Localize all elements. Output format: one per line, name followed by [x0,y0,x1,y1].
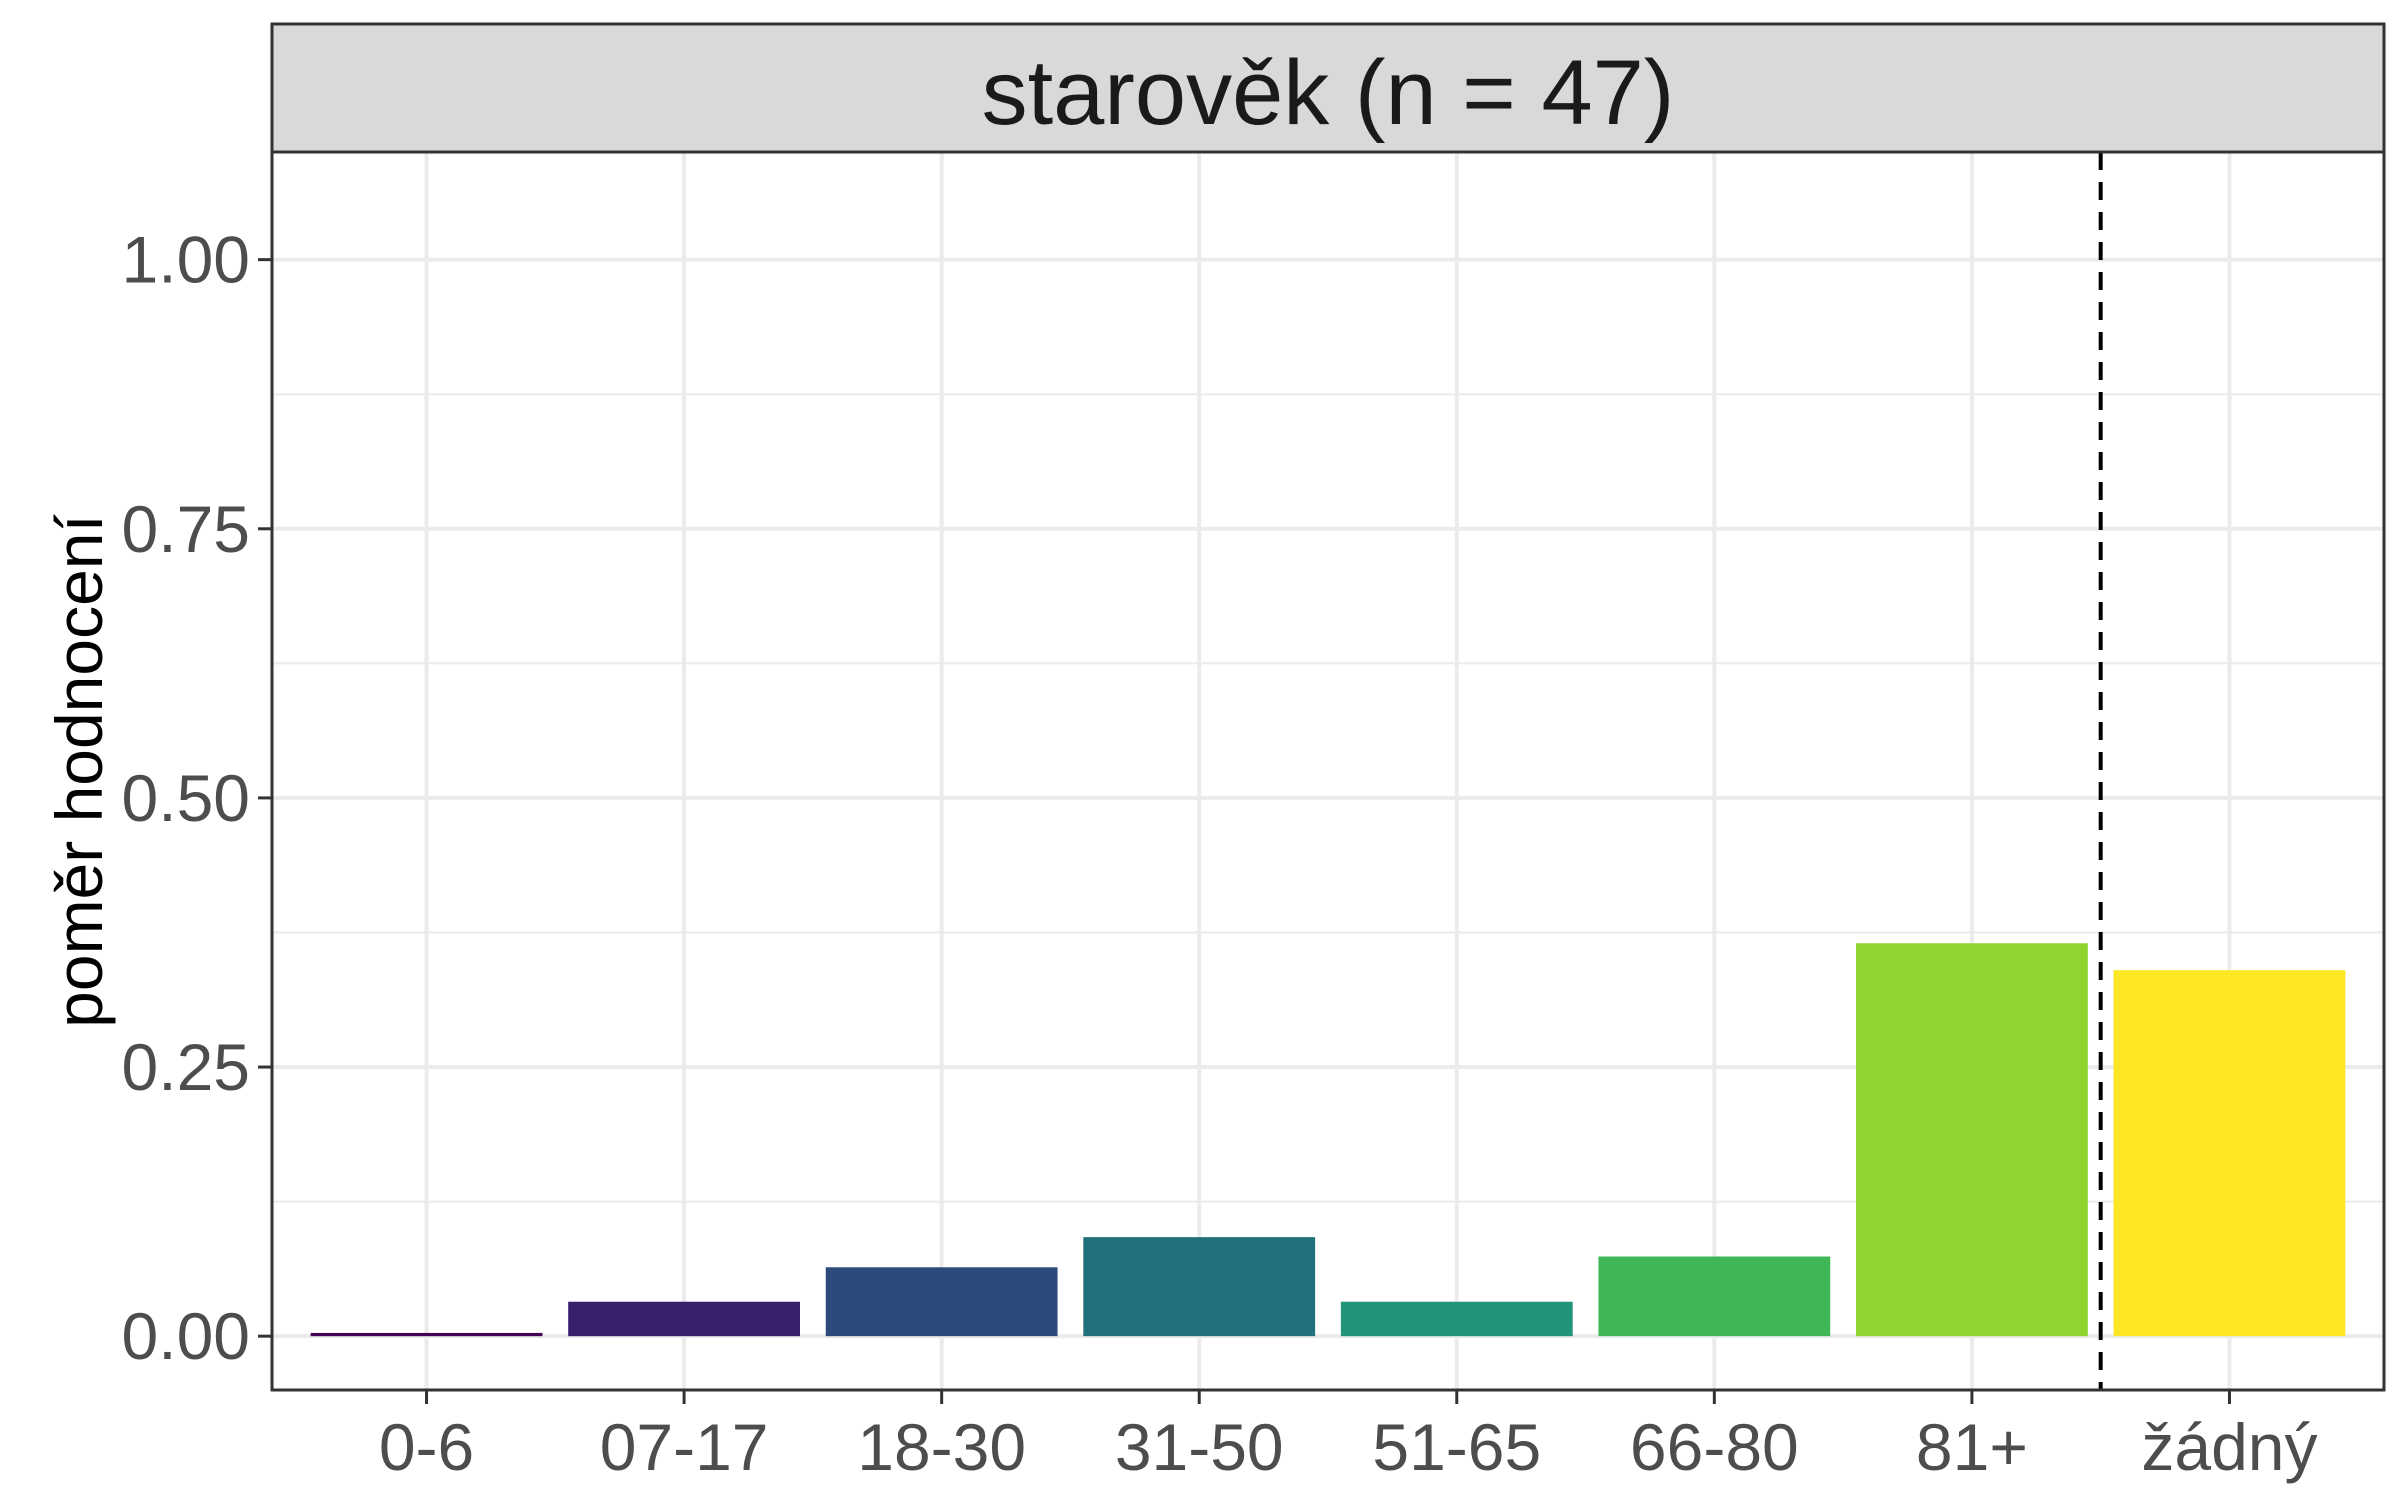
bar-66-80 [1598,1256,1831,1337]
bar-0-6 [310,1332,543,1337]
x-tick-label: 66-80 [1630,1410,1799,1484]
x-tick-label: 51-65 [1372,1410,1541,1484]
x-tick-label: 07-17 [600,1410,769,1484]
bar-31-50 [1083,1237,1316,1337]
bar-žádný [2113,970,2346,1337]
x-tick-label: 18-30 [857,1410,1026,1484]
x-tick-label: 0-6 [379,1410,474,1484]
grid-lines [272,152,2384,1390]
y-axis-ticks: 0.00 0.25 0.50 0.75 1.00 [122,223,272,1373]
y-tick-label: 0.25 [122,1030,250,1104]
x-tick-label: 31-50 [1115,1410,1284,1484]
x-tick-label: žádný [2141,1410,2317,1484]
y-tick-label: 0.50 [122,761,250,835]
y-tick-label: 1.00 [122,223,250,297]
bar-51-65 [1340,1301,1573,1337]
bar-18-30 [825,1267,1058,1337]
bar-07-17 [568,1301,800,1337]
x-axis-ticks: 0-6 07-17 18-30 31-50 51-65 66-80 81+ žádný [379,1390,2318,1484]
y-tick-label: 0.00 [122,1299,250,1373]
x-tick-label: 81+ [1916,1410,2028,1484]
bars [310,943,2346,1337]
y-tick-label: 0.75 [122,492,250,566]
bar-81+ [1856,943,2088,1337]
chart-title: starověk (n = 47) [982,42,1675,144]
y-axis-title: poměr hodnocení [42,513,116,1027]
strip-background [270,22,2386,154]
